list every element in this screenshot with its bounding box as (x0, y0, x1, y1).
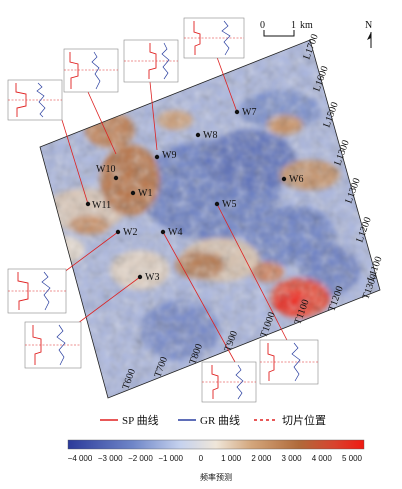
log-panel-w11 (7, 79, 63, 121)
well-label: W9 (162, 150, 176, 161)
well-w11: W11 (85, 200, 111, 211)
legend-slice: 切片位置 (282, 413, 326, 427)
legend-sp: SP 曲线 (122, 413, 159, 427)
legend: SP 曲线 GR 曲线 切片位置 (100, 413, 326, 427)
well-w7: W7 (234, 107, 256, 118)
log-panel-w4 (201, 361, 257, 403)
log-panel-w10 (63, 48, 119, 93)
colorbar-tick-label: −2 000 (128, 454, 153, 463)
well-w6: W6 (281, 174, 303, 185)
well-w8: W8 (195, 130, 217, 141)
svg-text:km: km (300, 20, 313, 31)
colorbar-tick-label: 3 000 (282, 454, 303, 463)
colorbar-tick-label: −1 000 (158, 454, 183, 463)
log-panel-w7 (183, 17, 245, 59)
well-label: W3 (145, 272, 159, 283)
tick-label: L1700 (301, 33, 320, 61)
colorbar-tick-label: 1 000 (221, 454, 242, 463)
colorbar-tick-label: 0 (199, 454, 204, 463)
svg-text:N: N (365, 20, 372, 31)
log-panel-w2 (7, 268, 67, 314)
well-label: W2 (123, 227, 137, 238)
log-panel-w9 (123, 39, 179, 83)
well-w4: W4 (160, 227, 182, 238)
colorbar-title: 频率预测 (200, 472, 232, 482)
well-w5: W5 (214, 199, 236, 210)
leader-lines (39, 37, 291, 363)
north-arrow-icon: N (365, 20, 372, 48)
scale-bar: 0 1 km (260, 20, 313, 37)
well-w3: W3 (137, 272, 159, 283)
colorbar-tick-label: 2 000 (251, 454, 272, 463)
svg-text:1: 1 (291, 20, 296, 31)
svg-text:0: 0 (260, 20, 265, 31)
well-w9: W9 (154, 150, 176, 161)
well-label: W7 (242, 107, 256, 118)
well-w10: W10 (96, 164, 119, 181)
legend-gr: GR 曲线 (200, 413, 240, 427)
well-label: W8 (203, 130, 217, 141)
well-label: W4 (168, 227, 182, 238)
log-panel-w3 (24, 321, 82, 369)
colorbar-tick-label: −3 000 (98, 454, 123, 463)
log-panel-w5 (259, 339, 319, 385)
well-label: W1 (138, 188, 152, 199)
colorbar-tick-label: −4 000 (68, 454, 93, 463)
well-w1: W1 (130, 188, 152, 199)
well-label: W11 (92, 200, 111, 211)
well-label: W6 (289, 174, 303, 185)
colorbar-tick-label: 4 000 (312, 454, 333, 463)
colorbar-tick-label: 5 000 (342, 454, 363, 463)
colorbar: −4 000 −3 000 −2 000 −1 000 0 1 000 2 000 3 000… (68, 439, 365, 482)
map-frame (39, 39, 381, 399)
well-w2: W2 (115, 227, 137, 238)
well-label: W10 (96, 164, 115, 175)
well-label: W5 (222, 199, 236, 210)
